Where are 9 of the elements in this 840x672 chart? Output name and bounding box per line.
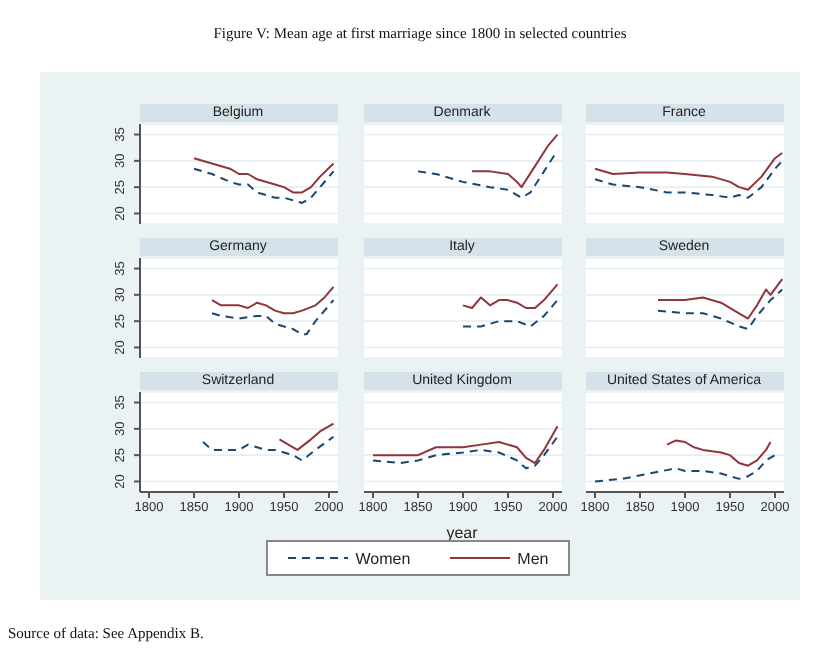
- legend-label: Women: [355, 549, 411, 567]
- x-axis-title: year: [444, 524, 480, 542]
- line-series: [210, 299, 334, 336]
- line-series: [192, 157, 334, 194]
- line-series: [210, 285, 334, 315]
- legend-label: Men: [517, 549, 549, 567]
- line-series: [201, 435, 334, 462]
- line-series: [277, 422, 334, 451]
- line-series: [192, 167, 334, 204]
